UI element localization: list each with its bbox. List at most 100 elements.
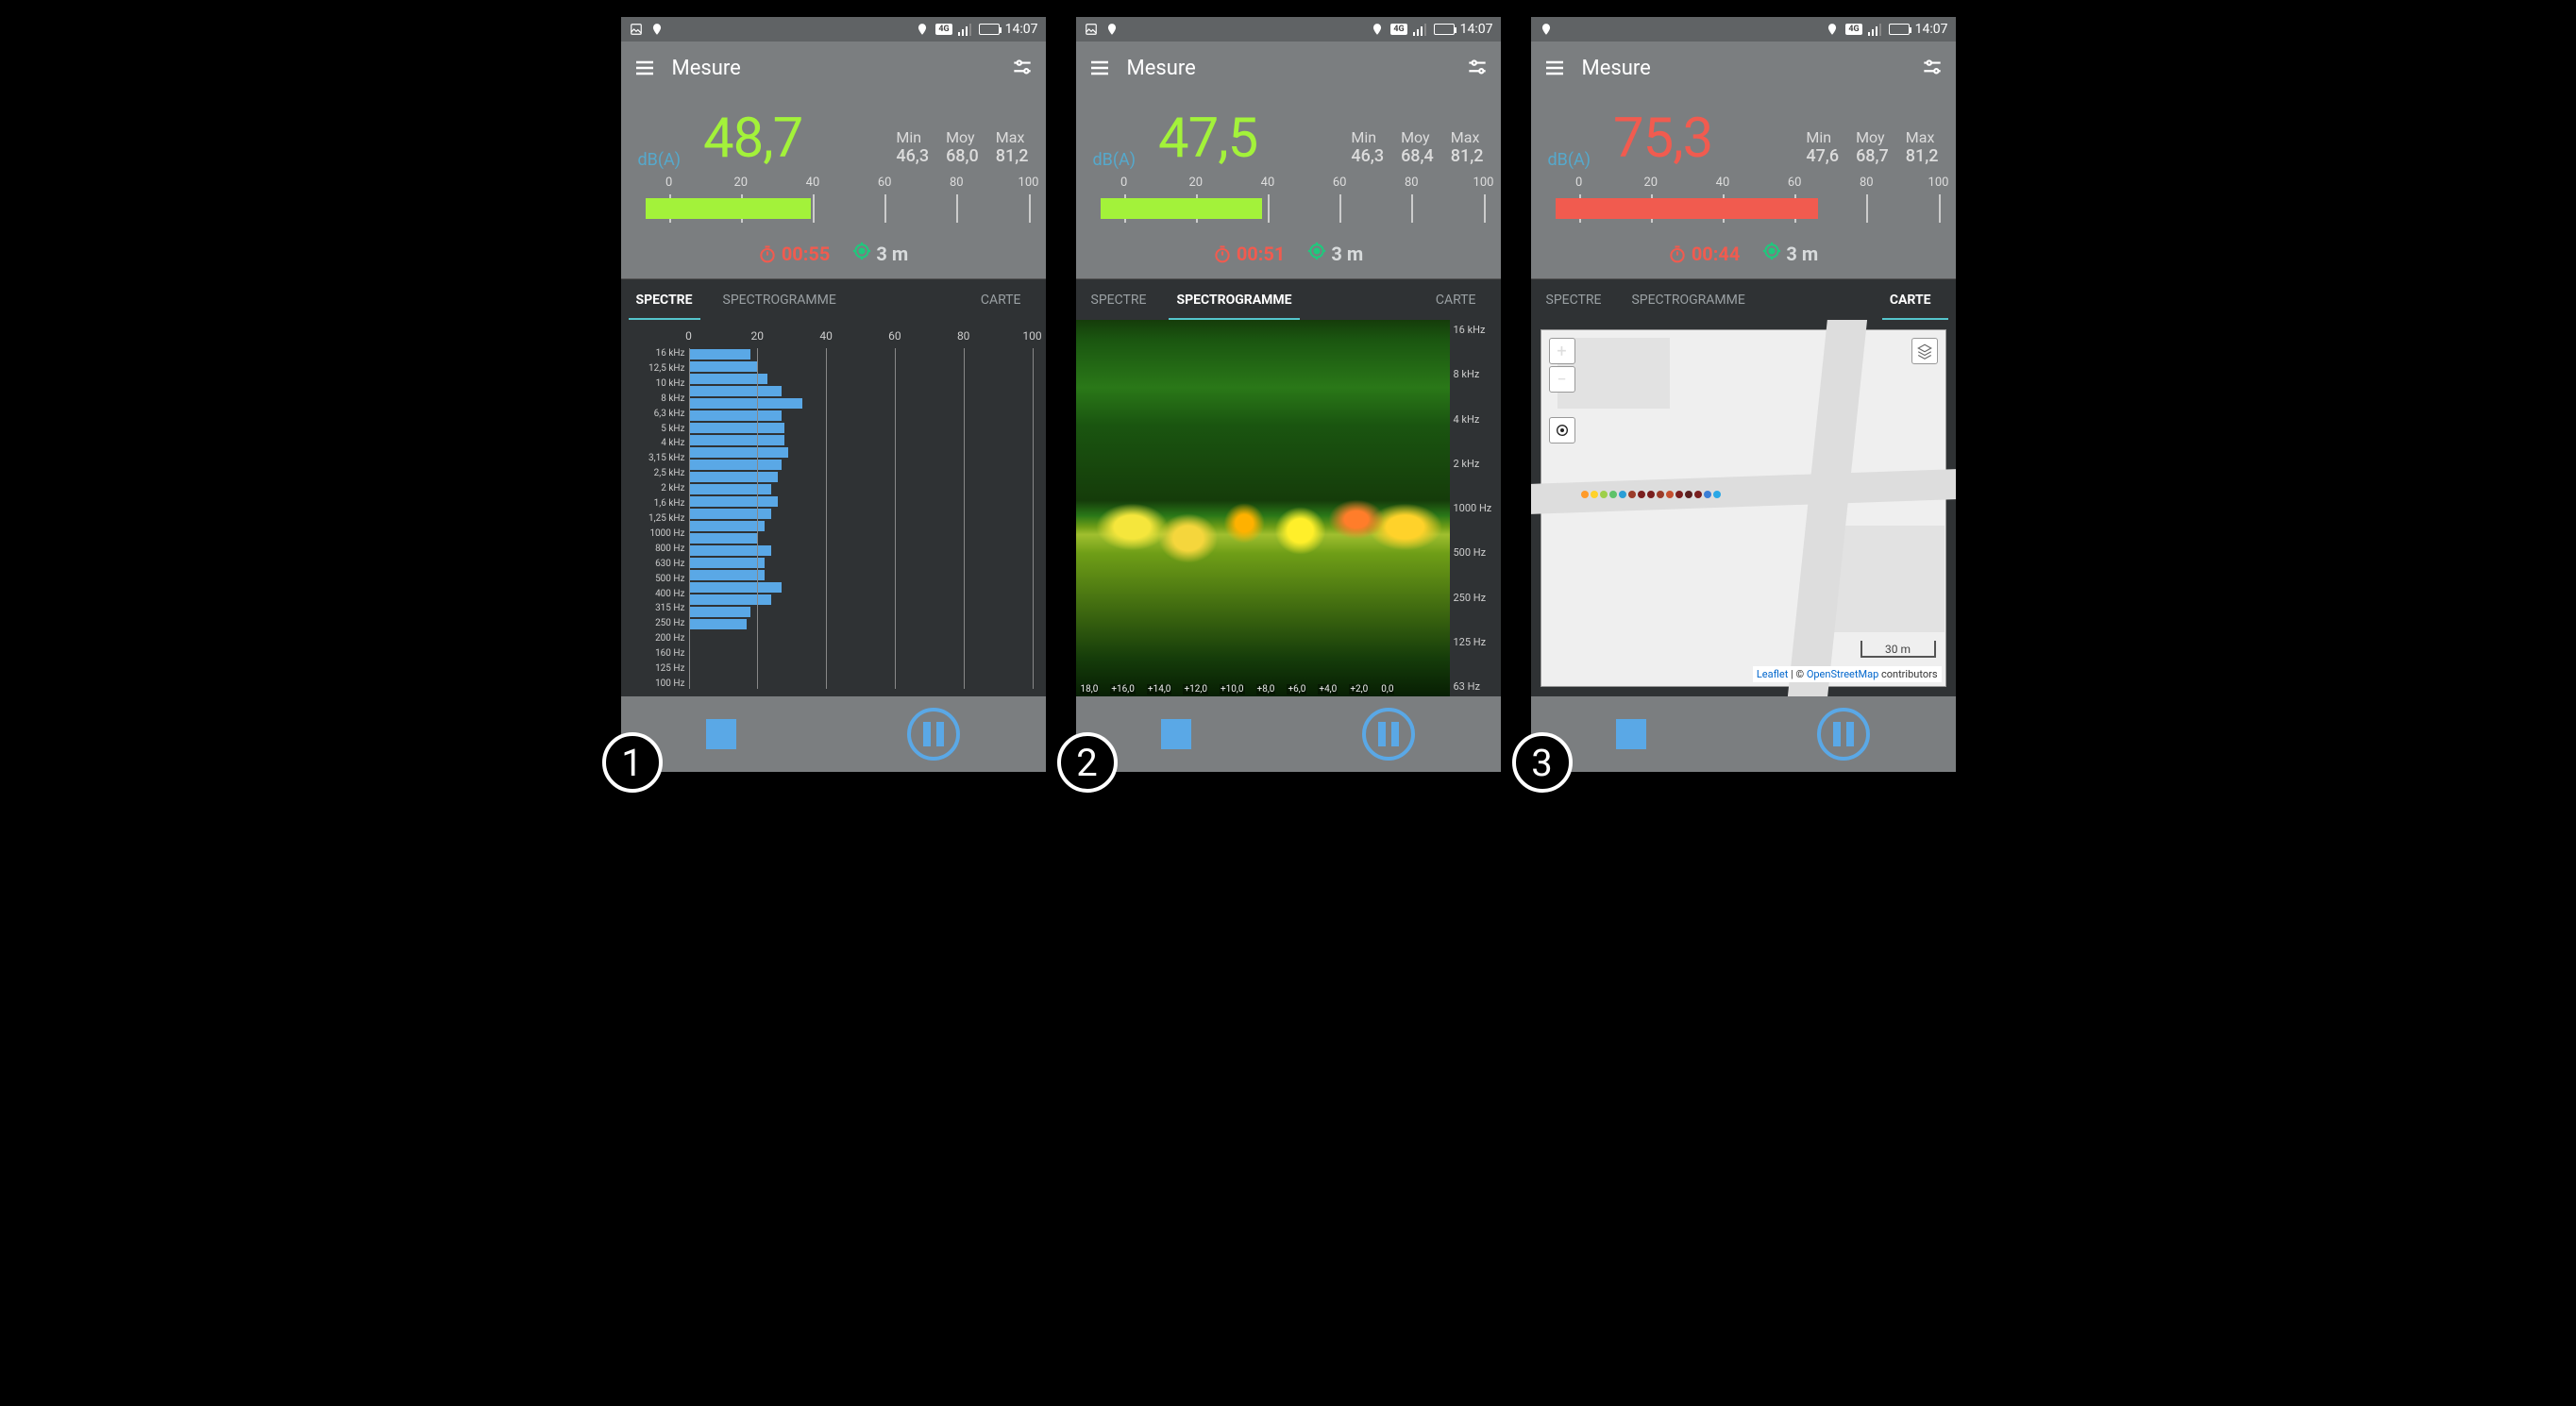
stat-max: Max81,2 <box>1451 128 1484 166</box>
screenshot-badge: 3 <box>1512 732 1573 793</box>
tab-spectrogramme[interactable]: SPECTROGRAMME <box>708 279 851 320</box>
clock: 14:07 <box>1460 22 1493 37</box>
location-small-icon <box>1104 22 1120 37</box>
status-bar: 4G 14:07 <box>1076 17 1501 42</box>
gps-accuracy: 3 m <box>852 242 908 265</box>
status-bar: 4G 14:07 <box>1531 17 1956 42</box>
signal-icon <box>1413 22 1428 37</box>
image-icon <box>629 22 644 37</box>
tab-carte[interactable]: CARTE <box>966 279 1046 320</box>
band-label: 4 kHz <box>634 438 685 448</box>
hamburger-icon[interactable] <box>1086 54 1114 82</box>
signal-icon <box>958 22 973 37</box>
map-scale: 30 m <box>1860 641 1936 658</box>
location-icon <box>915 22 930 37</box>
reading-block: dB(A) 47,5 Min46,3 Moy68,4 Max81,2 02040… <box>1076 94 1501 230</box>
unit-label: dB(A) <box>638 150 682 170</box>
tab-spectrogramme[interactable]: SPECTROGRAMME <box>1616 279 1759 320</box>
spectrogram-panel: 18,0+16,0+14,0+12,0+10,0+8,0+6,0+4,0+2,0… <box>1076 320 1501 696</box>
unit-label: dB(A) <box>1093 150 1136 170</box>
tab-spectre[interactable]: SPECTRE <box>1076 279 1162 320</box>
clock: 14:07 <box>1005 22 1038 37</box>
tab-carte[interactable]: CARTE <box>1875 279 1956 320</box>
phone-screen: 4G 14:07 Mesure dB(A) 48,7 Min46,3 Moy68… <box>621 17 1046 772</box>
signal-icon <box>1868 22 1883 37</box>
battery-icon <box>1889 24 1910 35</box>
map[interactable]: + − 30 m Leaflet | © OpenStreetMap contr… <box>1541 329 1946 687</box>
stat-avg: Moy68,7 <box>1856 128 1889 166</box>
footer-controls <box>1531 696 1956 772</box>
battery-icon <box>979 24 1000 35</box>
stop-button[interactable] <box>1616 719 1646 749</box>
stop-button[interactable] <box>706 719 736 749</box>
network-badge: 4G <box>1845 24 1861 35</box>
tab-carte[interactable]: CARTE <box>1421 279 1501 320</box>
zoom-in-button[interactable]: + <box>1549 338 1575 364</box>
timer: 00:51 <box>1213 242 1286 265</box>
band-label: 100 Hz <box>634 678 685 689</box>
tab-bar: SPECTRESPECTROGRAMME CARTE <box>621 278 1046 320</box>
band-label: 3,15 kHz <box>634 453 685 463</box>
stat-max: Max81,2 <box>1906 128 1939 166</box>
spectrogram-image: 18,0+16,0+14,0+12,0+10,0+8,0+6,0+4,0+2,0… <box>1076 320 1450 696</box>
map-panel: + − 30 m Leaflet | © OpenStreetMap contr… <box>1531 320 1956 696</box>
tab-spectrogramme[interactable]: SPECTROGRAMME <box>1161 279 1306 320</box>
band-label: 8 kHz <box>634 393 685 404</box>
stat-avg: Moy68,4 <box>1401 128 1434 166</box>
page-title: Mesure <box>1127 57 1196 80</box>
pause-button[interactable] <box>907 708 960 761</box>
db-gauge: 020406080100 <box>1093 176 1484 225</box>
spectre-panel: 020406080100 16 kHz12,5 kHz10 kHz8 kHz6,… <box>621 320 1046 696</box>
pause-button[interactable] <box>1817 708 1870 761</box>
tab-spectre[interactable]: SPECTRE <box>621 279 708 320</box>
app-bar: Mesure <box>1531 42 1956 94</box>
gps-accuracy: 3 m <box>1762 242 1818 265</box>
spectre-bars <box>689 348 1033 689</box>
reading-block: dB(A) 75,3 Min47,6 Moy68,7 Max81,2 02040… <box>1531 94 1956 230</box>
network-badge: 4G <box>935 24 951 35</box>
app-bar: Mesure <box>621 42 1046 94</box>
layers-button[interactable] <box>1911 338 1938 364</box>
stat-min: Min46,3 <box>896 128 929 166</box>
tab-bar: SPECTRESPECTROGRAMME CARTE <box>1076 278 1501 320</box>
stat-avg: Moy68,0 <box>946 128 979 166</box>
reading-block: dB(A) 48,7 Min46,3 Moy68,0 Max81,2 02040… <box>621 94 1046 230</box>
map-track <box>1581 491 1721 498</box>
band-label: 16 kHz <box>634 348 685 359</box>
pause-button[interactable] <box>1362 708 1415 761</box>
tune-icon[interactable] <box>1918 54 1946 82</box>
phone-screen: 4G 14:07 Mesure dB(A) 47,5 Min46,3 Moy68… <box>1076 17 1501 772</box>
stat-max: Max81,2 <box>996 128 1029 166</box>
db-gauge: 020406080100 <box>1548 176 1939 225</box>
app-bar: Mesure <box>1076 42 1501 94</box>
tab-spectre[interactable]: SPECTRE <box>1531 279 1617 320</box>
screenshot-badge: 2 <box>1057 732 1118 793</box>
db-value: 48,7 <box>703 111 802 166</box>
hamburger-icon[interactable] <box>1541 54 1569 82</box>
tune-icon[interactable] <box>1008 54 1036 82</box>
stop-button[interactable] <box>1161 719 1191 749</box>
tab-bar: SPECTRESPECTROGRAMME CARTE <box>1531 278 1956 320</box>
band-label: 500 Hz <box>634 574 685 584</box>
timer: 00:55 <box>758 242 831 265</box>
band-label: 400 Hz <box>634 589 685 599</box>
gps-accuracy: 3 m <box>1307 242 1363 265</box>
band-label: 1,6 kHz <box>634 498 685 509</box>
network-badge: 4G <box>1390 24 1406 35</box>
battery-icon <box>1434 24 1455 35</box>
locate-button[interactable] <box>1549 417 1575 444</box>
stat-min: Min47,6 <box>1806 128 1839 166</box>
zoom-out-button[interactable]: − <box>1549 366 1575 393</box>
tune-icon[interactable] <box>1463 54 1491 82</box>
location-small-icon <box>1539 22 1554 37</box>
band-label: 6,3 kHz <box>634 409 685 419</box>
band-label: 10 kHz <box>634 378 685 389</box>
location-small-icon <box>649 22 665 37</box>
timer: 00:44 <box>1668 242 1741 265</box>
band-label: 250 Hz <box>634 618 685 628</box>
band-label: 125 Hz <box>634 663 685 674</box>
band-label: 1000 Hz <box>634 528 685 539</box>
band-label: 12,5 kHz <box>634 363 685 374</box>
band-label: 5 kHz <box>634 424 685 434</box>
hamburger-icon[interactable] <box>631 54 659 82</box>
